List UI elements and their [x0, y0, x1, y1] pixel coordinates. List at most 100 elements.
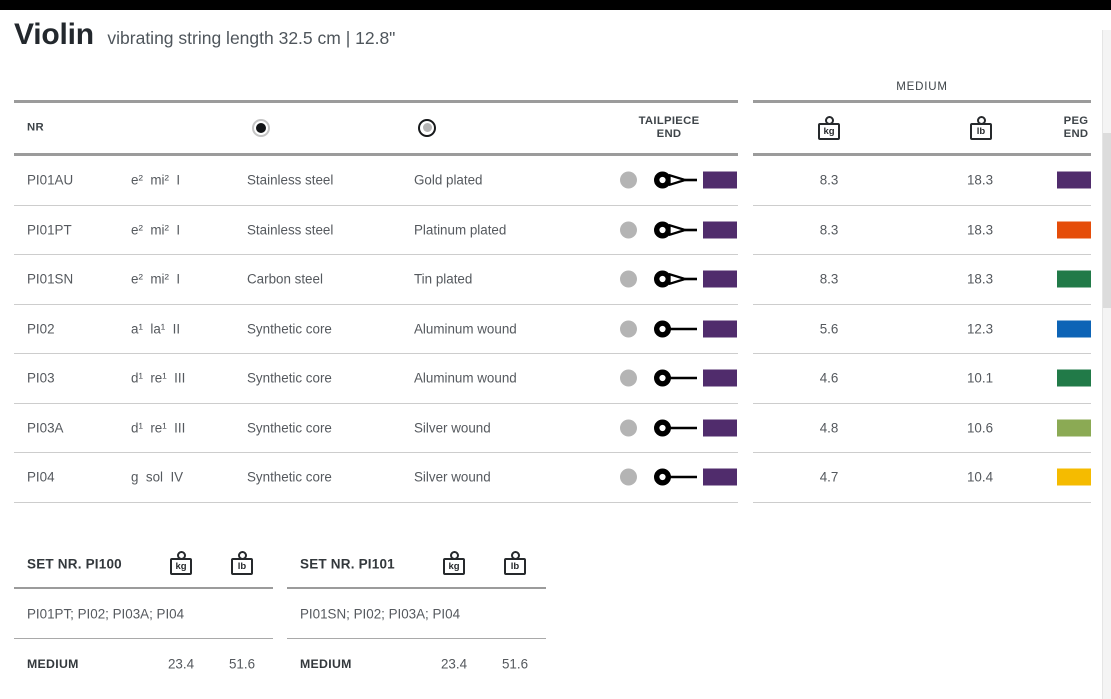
- tension-lb: 10.4: [966, 469, 994, 485]
- set-header: SET NR. PI100 kg lb: [14, 540, 273, 589]
- set-items: PI01SN; PI02; PI03A; PI04: [300, 606, 461, 621]
- table-row: PI01SN e² mi² I Carbon steel Tin plated: [14, 255, 738, 305]
- string-core: Carbon steel: [247, 271, 323, 287]
- core-material-icon: [252, 119, 270, 137]
- tension-table-header: kg lb PEG END: [753, 103, 1091, 156]
- strings-table: NR TAILPIECE END PI01AU e² mi² I Stainle…: [14, 100, 738, 503]
- string-notes: d¹ re¹ III: [131, 370, 186, 386]
- column-header-peg-end: PEG END: [1063, 115, 1089, 140]
- string-core: Stainless steel: [247, 172, 334, 188]
- set-card-pi100: SET NR. PI100 kg lb PI01PT; PI02; PI03A;…: [14, 540, 273, 688]
- gray-dot-icon: [620, 369, 637, 387]
- lb-weight-icon-label: lb: [970, 123, 992, 140]
- set-header: SET NR. PI101 kg lb: [287, 540, 546, 589]
- kg-weight-icon-label: kg: [170, 558, 192, 575]
- string-nr: PI01AU: [27, 172, 74, 188]
- winding-material-icon-dot: [422, 123, 432, 132]
- tension-kg: 4.6: [819, 370, 839, 386]
- tension-row: 8.3 18.3: [753, 156, 1091, 206]
- tailpiece-color-swatch: [703, 270, 737, 288]
- tension-row: 5.6 12.3: [753, 305, 1091, 354]
- gray-dot-icon: [620, 320, 637, 338]
- tailpiece-color-swatch: [703, 468, 737, 486]
- tailpiece-color-swatch: [703, 221, 737, 239]
- tailpiece-color-swatch: [703, 171, 737, 189]
- table-row: PI01AU e² mi² I Stainless steel Gold pla…: [14, 156, 738, 206]
- ball-end-icon: [653, 468, 697, 486]
- tension-group-label: MEDIUM: [896, 81, 948, 93]
- table-row: PI02 a¹ la¹ II Synthetic core Aluminum w…: [14, 305, 738, 354]
- set-tension-label: MEDIUM: [300, 656, 352, 671]
- string-notes: e² mi² I: [131, 172, 181, 188]
- ball-end-icon: [653, 369, 697, 387]
- set-kg: 23.4: [440, 656, 468, 671]
- set-title: SET NR. PI100: [27, 556, 122, 571]
- string-nr: PI03: [27, 370, 55, 386]
- tension-row: 4.7 10.4: [753, 453, 1091, 503]
- tension-kg: 4.8: [819, 420, 839, 436]
- tailpiece-color-swatch: [703, 320, 737, 338]
- peg-color-swatch: [1057, 419, 1091, 437]
- peg-color-swatch: [1057, 468, 1091, 486]
- string-core: Synthetic core: [247, 420, 332, 436]
- vertical-scrollbar-track[interactable]: [1102, 30, 1111, 699]
- string-nr: PI03A: [27, 420, 64, 436]
- set-tension-row: MEDIUM 23.4 51.6: [14, 639, 273, 688]
- table-row: PI04 g sol IV Synthetic core Silver woun…: [14, 453, 738, 503]
- tension-row: 4.8 10.6: [753, 404, 1091, 453]
- gray-dot-icon: [620, 270, 637, 288]
- peg-color-swatch: [1057, 369, 1091, 387]
- lb-weight-icon-label: lb: [231, 558, 253, 575]
- set-card-pi101: SET NR. PI101 kg lb PI01SN; PI02; PI03A;…: [287, 540, 546, 688]
- kg-weight-icon-label: kg: [443, 558, 465, 575]
- string-core: Synthetic core: [247, 469, 332, 485]
- ball-loop-end-icon: [653, 171, 697, 189]
- tension-lb: 18.3: [966, 271, 994, 287]
- ball-end-icon: [653, 419, 697, 437]
- tension-table: kg lb PEG END 8.3 18.3 8.3 18.3 8.3 18.3…: [753, 100, 1091, 503]
- kg-weight-icon: kg: [170, 551, 192, 575]
- lb-weight-icon: lb: [231, 551, 253, 575]
- set-lb: 51.6: [501, 656, 529, 671]
- lb-weight-icon-label: lb: [504, 558, 526, 575]
- string-notes: a¹ la¹ II: [131, 321, 181, 337]
- top-bar: [0, 0, 1111, 10]
- core-material-icon-dot: [256, 123, 266, 133]
- string-nr: PI02: [27, 321, 55, 337]
- peg-color-swatch: [1057, 320, 1091, 338]
- tailpiece-color-swatch: [703, 369, 737, 387]
- tension-kg: 8.3: [819, 172, 839, 188]
- peg-color-swatch: [1057, 171, 1091, 189]
- string-winding: Gold plated: [414, 172, 483, 188]
- peg-color-swatch: [1057, 221, 1091, 239]
- string-winding: Platinum plated: [414, 222, 507, 238]
- table-row: PI01PT e² mi² I Stainless steel Platinum…: [14, 206, 738, 255]
- kg-weight-icon-label: kg: [818, 123, 840, 140]
- string-notes: e² mi² I: [131, 271, 181, 287]
- kg-weight-icon: kg: [818, 116, 840, 140]
- tension-kg: 8.3: [819, 271, 839, 287]
- set-kg: 23.4: [167, 656, 195, 671]
- set-tension-label: MEDIUM: [27, 656, 79, 671]
- string-core: Stainless steel: [247, 222, 334, 238]
- tension-lb: 10.6: [966, 420, 994, 436]
- string-winding: Silver wound: [414, 469, 491, 485]
- page-header: Violin vibrating string length 32.5 cm |…: [14, 18, 395, 52]
- tension-kg: 8.3: [819, 222, 839, 238]
- string-winding: Aluminum wound: [414, 370, 517, 386]
- tension-row: 4.6 10.1: [753, 354, 1091, 404]
- tension-lb: 18.3: [966, 172, 994, 188]
- peg-color-swatch: [1057, 270, 1091, 288]
- tension-kg: 4.7: [819, 469, 839, 485]
- ball-loop-end-icon: [653, 270, 697, 288]
- string-winding: Aluminum wound: [414, 321, 517, 337]
- gray-dot-icon: [620, 221, 637, 239]
- lb-weight-icon: lb: [970, 116, 992, 140]
- string-nr: PI01PT: [27, 222, 72, 238]
- page-title: Violin: [14, 18, 94, 51]
- lb-weight-icon: lb: [504, 551, 526, 575]
- kg-weight-icon: kg: [443, 551, 465, 575]
- tension-row: 8.3 18.3: [753, 255, 1091, 305]
- vertical-scrollbar-thumb[interactable]: [1103, 133, 1111, 308]
- tension-lb: 10.1: [966, 370, 994, 386]
